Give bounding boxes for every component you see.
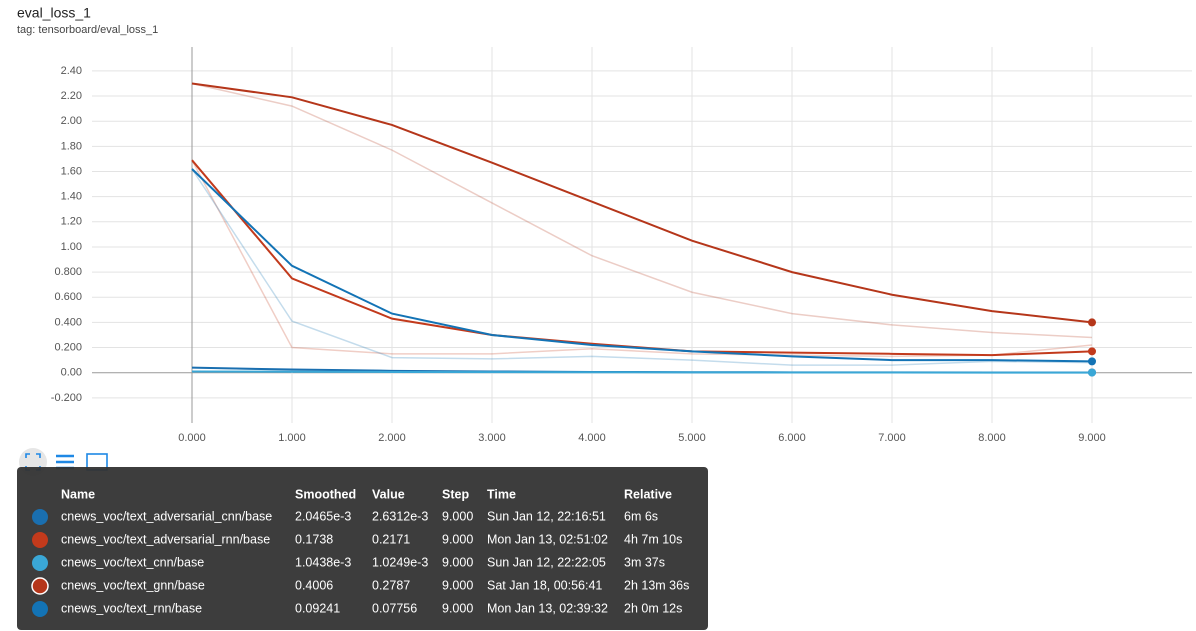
smoothed-line xyxy=(191,82,1093,324)
tooltip-table: Name Smoothed Value Step Time Relative cnews_v… xyxy=(31,487,689,617)
cell: 3m 37s xyxy=(624,555,665,569)
y-tick-label: 2.00 xyxy=(61,115,82,127)
legend-name: cnews_voc/text_cnn/base xyxy=(61,555,204,569)
x-tick-label: 6.000 xyxy=(778,432,806,444)
y-tick-label: 1.40 xyxy=(61,191,82,203)
cell: 0.2171 xyxy=(372,532,410,546)
x-tick-label: 1.000 xyxy=(278,432,306,444)
end-point xyxy=(1088,347,1096,356)
cell: 0.2787 xyxy=(372,578,410,592)
cell: 4h 7m 10s xyxy=(624,532,682,546)
tooltip xyxy=(17,467,708,630)
legend-name: cnews_voc/text_adversarial_rnn/base xyxy=(61,532,270,546)
cell: Mon Jan 13, 02:39:32 xyxy=(487,601,608,615)
cell: 9.000 xyxy=(442,509,473,523)
smoothed-line xyxy=(191,159,1093,357)
cell: 2.6312e-3 xyxy=(372,509,428,523)
legend-name: cnews_voc/text_rnn/base xyxy=(61,601,202,615)
chart-subtitle: tag: tensorboard/eval_loss_1 xyxy=(17,24,158,36)
x-tick-label: 9.000 xyxy=(1078,432,1106,444)
legend-name: cnews_voc/text_gnn/base xyxy=(61,578,205,592)
y-tick-label: 0.800 xyxy=(54,266,82,278)
y-tick-label: 0.400 xyxy=(54,316,82,328)
raw-line xyxy=(191,82,1093,339)
cell: 9.000 xyxy=(442,555,473,569)
end-point xyxy=(1088,357,1096,366)
log-icon[interactable] xyxy=(56,454,74,470)
plot: -0.200 0.00 0.200 0.400 0.600 0.800 1.00 1.20 1.… xyxy=(51,47,1192,444)
cell: 1.0438e-3 xyxy=(295,555,351,569)
cell: 0.1738 xyxy=(295,532,333,546)
legend-swatch xyxy=(31,577,49,595)
x-tick-label: 4.000 xyxy=(578,432,606,444)
raw-line xyxy=(191,159,1093,358)
y-tick-label: 0.200 xyxy=(54,341,82,353)
x-tick-label: 3.000 xyxy=(478,432,506,444)
cell: 6m 6s xyxy=(624,509,658,523)
x-tick-label: 0.000 xyxy=(178,432,206,444)
y-tick-label: 1.00 xyxy=(61,241,82,253)
smoothed-line xyxy=(191,370,1092,374)
end-point xyxy=(1088,368,1096,377)
column-header: Name xyxy=(61,487,95,501)
cell: Sat Jan 18, 00:56:41 xyxy=(487,578,602,592)
legend-swatch xyxy=(32,601,48,617)
fit-icon xyxy=(25,453,41,471)
x-tick-label: 2.000 xyxy=(378,432,406,444)
y-tick-label: 1.20 xyxy=(61,216,82,228)
cell: 9.000 xyxy=(442,578,473,592)
cell: 9.000 xyxy=(442,532,473,546)
x-tick-label: 7.000 xyxy=(878,432,906,444)
column-header: Smoothed xyxy=(295,487,356,501)
cell: 0.07756 xyxy=(372,601,417,615)
x-tick-label: 8.000 xyxy=(978,432,1006,444)
cell: 0.09241 xyxy=(295,601,340,615)
cell: 1.0249e-3 xyxy=(372,555,428,569)
cell: 2.0465e-3 xyxy=(295,509,351,523)
y-tick-label: 1.80 xyxy=(61,140,82,152)
y-tick-label: 0.00 xyxy=(61,367,82,379)
legend-swatch xyxy=(32,532,48,548)
legend-swatch xyxy=(32,509,48,525)
cell: Mon Jan 13, 02:51:02 xyxy=(487,532,608,546)
y-tick-label: 1.60 xyxy=(61,165,82,177)
cell: Sun Jan 12, 22:16:51 xyxy=(487,509,606,523)
legend-name: cnews_voc/text_adversarial_cnn/base xyxy=(61,509,272,523)
column-header: Relative xyxy=(624,487,672,501)
y-tick-label: -0.200 xyxy=(51,392,82,404)
smoothed-line xyxy=(191,168,1093,363)
cell: 2h 0m 12s xyxy=(624,601,682,615)
y-tick-label: 2.20 xyxy=(61,90,82,102)
cell: 9.000 xyxy=(442,601,473,615)
column-header: Step xyxy=(442,487,469,501)
cell: Sun Jan 12, 22:22:05 xyxy=(487,555,606,569)
y-tick-label: 2.40 xyxy=(61,65,82,77)
chart-title: eval_loss_1 xyxy=(17,5,91,21)
x-tick-label: 5.000 xyxy=(678,432,706,444)
raw-line xyxy=(191,168,1093,366)
cell: 2h 13m 36s xyxy=(624,578,689,592)
column-header: Value xyxy=(372,487,405,501)
cell: 0.4006 xyxy=(295,578,333,592)
legend-swatch xyxy=(32,555,48,571)
end-point xyxy=(1088,318,1096,327)
y-tick-label: 0.600 xyxy=(54,291,82,303)
column-header: Time xyxy=(487,487,516,501)
